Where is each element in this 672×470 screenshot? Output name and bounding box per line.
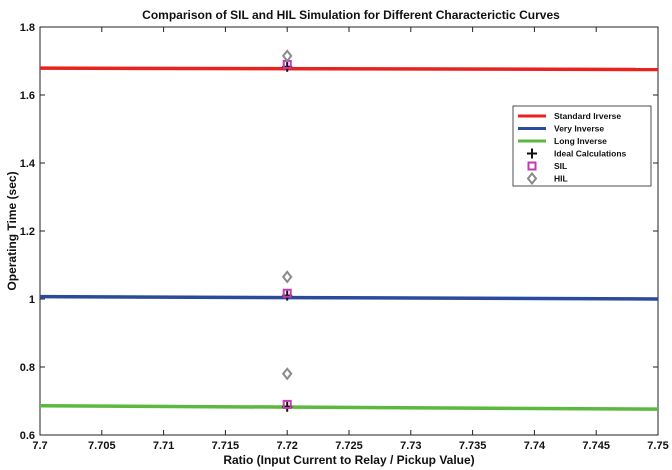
legend-label: SIL (554, 161, 567, 171)
x-tick-label: 7.735 (459, 440, 487, 452)
series-line-2 (39, 294, 659, 301)
legend-label: Long Inverse (554, 136, 607, 146)
series-markers (281, 49, 293, 412)
legend-label: Very Inverse (554, 124, 604, 134)
x-tick-label: 7.74 (524, 440, 546, 452)
y-tick-label: 1.4 (20, 158, 36, 170)
y-tick-label: 1.2 (20, 226, 35, 238)
legend-label: HIL (554, 174, 568, 184)
y-tick-label: 1.8 (20, 22, 35, 34)
series-line-1 (39, 66, 659, 72)
diamond-marker (281, 367, 293, 381)
x-tick-label: 7.73 (400, 440, 421, 452)
square-marker (282, 399, 292, 409)
x-tick-label: 7.715 (212, 440, 240, 452)
x-tick-label: 7.725 (335, 440, 363, 452)
axis-ticks: 7.7 7.705 7.71 7.715 7.72 7.725 7.73 7.735 7.74 7… (20, 22, 669, 452)
x-tick-label: 7.72 (276, 440, 297, 452)
diamond-marker (281, 49, 293, 63)
legend-swatch-diamond (526, 171, 538, 186)
x-tick-label: 7.71 (153, 440, 174, 452)
legend-box (512, 105, 652, 187)
legend-swatch-square (527, 161, 537, 171)
y-axis-label: Operating Time (sec) (5, 171, 19, 290)
diamond-marker (281, 270, 293, 284)
chart-title: Comparison of SIL and HIL Simulation for… (142, 8, 560, 22)
square-marker (282, 288, 292, 298)
x-tick-label: 7.705 (88, 440, 116, 452)
x-tick-label: 7.75 (647, 440, 668, 452)
x-axis-label: Ratio (Input Current to Relay / Pickup V… (223, 453, 474, 467)
y-tick-label: 1.6 (20, 90, 35, 102)
y-tick-label: 0.8 (20, 362, 35, 374)
y-tick-label: 0.6 (20, 430, 35, 442)
legend-swatch-plus (527, 148, 537, 159)
series-line-3 (39, 404, 659, 411)
y-tick-label: 1 (29, 294, 35, 306)
legend-label: Standard Irverse (554, 111, 621, 121)
series-lines (39, 66, 659, 411)
plot-area (39, 26, 659, 436)
legend: Standard Irverse Very Inverse Long Inverse… (512, 105, 652, 187)
x-tick-label: 7.745 (582, 440, 610, 452)
x-tick-label: 7.7 (32, 440, 47, 452)
legend-label: Ideal Calculations (554, 149, 627, 159)
